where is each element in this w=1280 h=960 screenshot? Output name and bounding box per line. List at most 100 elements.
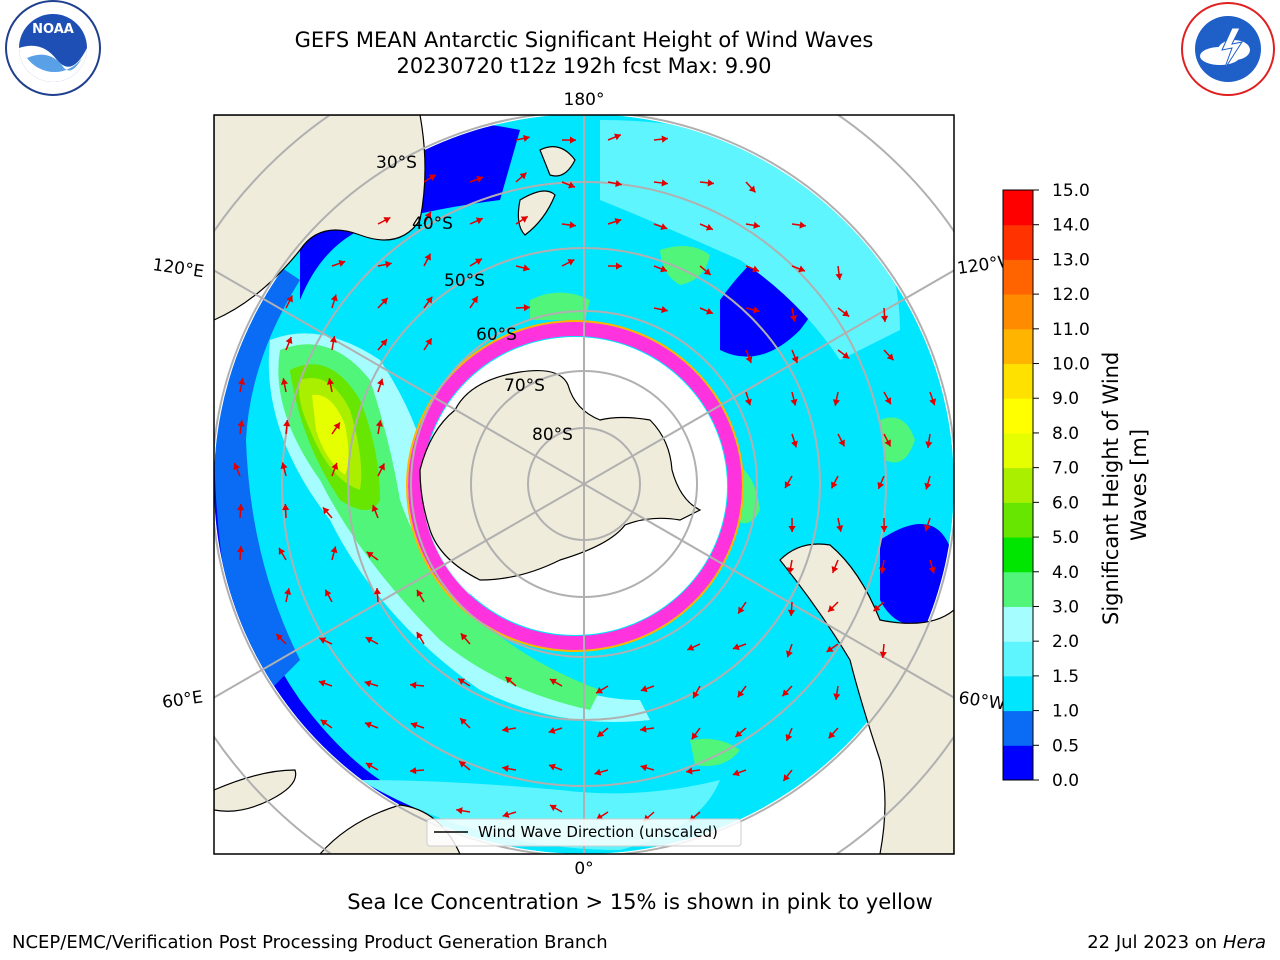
arrow-head [380, 339, 388, 347]
lon-label-120e: 120°E [151, 255, 205, 282]
lat-label-60s: 60°S [476, 325, 517, 345]
arrow-head [873, 604, 881, 612]
arrow-head [286, 295, 293, 303]
colorbar-segment [1003, 398, 1033, 434]
arrow-head [783, 774, 790, 782]
colorbar-tick-label: 7.0 [1052, 459, 1079, 479]
chart-title: GEFS MEAN Antarctic Significant Height o… [294, 28, 874, 52]
noaa-logo: NOAA [5, 0, 101, 96]
colorbar-tick-label: 10.0 [1052, 355, 1090, 375]
credit-text: NCEP/EMC/Verification Post Processing Pr… [12, 932, 608, 953]
colorbar-tick-label: 15.0 [1052, 181, 1090, 201]
arrow-head [738, 606, 745, 614]
arrow-head [880, 315, 889, 322]
arrow-head [597, 730, 605, 737]
south-america-landmass [779, 543, 954, 854]
arrow-head [615, 262, 622, 270]
arrow-head [416, 631, 424, 639]
arrow-head [458, 678, 466, 685]
arrow-head [548, 727, 556, 734]
arrow-head [640, 685, 648, 693]
arrow-head [686, 767, 693, 775]
arrow-head [787, 609, 796, 616]
arrow-head [549, 678, 557, 686]
lon-label-60w: 60°W [957, 688, 1006, 714]
lat-label-80s: 80°S [532, 425, 573, 445]
lon-label-60e: 60°E [161, 687, 204, 712]
arrow-head [703, 268, 711, 275]
arrow-head [744, 398, 752, 406]
arrow-head [364, 680, 372, 688]
arrow-head [705, 307, 713, 315]
arrow-head [364, 721, 372, 729]
arrow-head [459, 761, 467, 768]
arrow-head [791, 356, 799, 363]
arrow-head [322, 507, 330, 515]
arrow-head [660, 223, 668, 231]
lat-label-70s: 70°S [504, 376, 545, 396]
arrow-head [831, 481, 838, 489]
latitude-labels: 30°S 40°S 50°S 60°S 70°S 80°S [376, 153, 573, 445]
arrow-head [236, 546, 245, 553]
arrow-head [380, 297, 388, 305]
lon-label-0: 0° [574, 859, 593, 879]
arrow-head [789, 315, 798, 322]
arrow-head [567, 259, 575, 266]
colorbar-tick-label: 0.5 [1052, 736, 1079, 756]
arrow-head [640, 764, 648, 772]
arrow-head [276, 634, 283, 641]
sea-ice-ring [408, 322, 742, 650]
arrow-head [745, 356, 753, 363]
arrow-head [329, 336, 337, 343]
arrow-head [928, 566, 936, 574]
arrow-head [790, 398, 798, 406]
arrow-head [661, 179, 668, 187]
arrow-head [410, 767, 417, 775]
arrow-head [318, 679, 326, 687]
arrow-head [522, 264, 530, 272]
arrow-head [735, 730, 743, 738]
arrow-head [373, 588, 382, 595]
arrow-head [383, 217, 391, 224]
arrow-head [425, 296, 433, 304]
arrow-head [519, 172, 527, 180]
arrow-head [285, 337, 293, 344]
lon-label-180: 180° [564, 90, 605, 110]
arrow-head [594, 768, 602, 776]
arrow-head [282, 504, 290, 511]
arrow-head [475, 217, 483, 225]
colorbar-segment [1003, 537, 1033, 573]
arrow-head [523, 304, 530, 312]
arrow-head [569, 221, 576, 229]
colorbar-segment [1003, 467, 1033, 503]
arrow-head [788, 525, 796, 532]
arrow-head [330, 294, 338, 302]
arrow-head [548, 763, 556, 771]
lat-label-30s: 30°S [376, 153, 417, 173]
arrow-head [614, 133, 621, 141]
colorbar-segment [1003, 328, 1033, 365]
arrow-head [884, 439, 891, 447]
arrow-head [798, 265, 806, 273]
madagascar-landmass [214, 769, 297, 812]
arrow-head [661, 306, 668, 314]
arrow-head [596, 813, 604, 820]
colorbar: 0.0 0.5 1.0 1.5 2.0 3.0 4.0 5.0 6.0 7.0 8.0 9.0 10.0… [1002, 181, 1090, 791]
colorbar-segment [1003, 259, 1033, 295]
arrow-head [929, 398, 937, 406]
arrow-head [385, 260, 392, 269]
colorbar-segment [1003, 502, 1033, 538]
arrow-head [428, 174, 436, 181]
colorbar-tick-label: 3.0 [1052, 597, 1079, 617]
colorbar-tick-label: 14.0 [1052, 216, 1090, 236]
arrow-head [835, 273, 843, 280]
arrow-head [410, 681, 417, 689]
colorbar-segment [1003, 606, 1033, 642]
map-frame [213, 114, 955, 855]
arrow-head [832, 399, 840, 406]
colorbar-tick-label: 8.0 [1052, 424, 1079, 444]
arrow-head [333, 422, 340, 430]
arrow-head [687, 644, 695, 651]
arrow-head [238, 378, 246, 385]
arrow-head [377, 378, 384, 386]
